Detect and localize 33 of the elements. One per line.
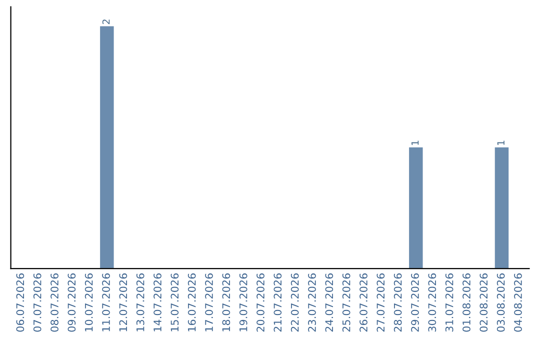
data-label: 1 xyxy=(412,140,419,145)
x-tick-label: 06.07.2026 xyxy=(16,273,24,332)
x-tick-label: 08.07.2026 xyxy=(50,273,58,332)
x-tick-label: 22.07.2026 xyxy=(290,273,299,332)
x-tick-label: 23.07.2026 xyxy=(308,273,316,332)
x-tick-label: 15.07.2026 xyxy=(170,273,179,332)
x-tick-label: 13.07.2026 xyxy=(136,273,144,332)
x-tick-label: 11.07.2026 xyxy=(102,273,110,332)
x-tick-label: 14.07.2026 xyxy=(154,273,162,332)
x-tick-label: 17.07.2026 xyxy=(205,273,213,332)
x-tick-label: 16.07.2026 xyxy=(188,273,196,332)
x-tick-label: 20.07.2026 xyxy=(256,273,264,332)
x-tick-label: 10.07.2026 xyxy=(84,273,93,332)
x-tick-label: 31.07.2026 xyxy=(445,273,454,332)
x-tick-label: 27.07.2026 xyxy=(376,273,385,332)
x-tick-label: 02.08.2026 xyxy=(480,273,488,332)
x-tick-label: 24.07.2026 xyxy=(325,273,334,332)
x-tick-label: 30.07.2026 xyxy=(428,273,436,332)
x-tick-label: 21.07.2026 xyxy=(274,273,282,332)
x-tick-label: 01.08.2026 xyxy=(462,273,470,332)
x-tick-label: 07.07.2026 xyxy=(33,273,42,332)
data-label: 1 xyxy=(497,140,504,145)
x-tick-label: 03.08.2026 xyxy=(496,273,505,332)
x-tick-label: 09.07.2026 xyxy=(68,273,76,332)
x-tick-label: 18.07.2026 xyxy=(222,273,230,332)
x-tick-label: 29.07.2026 xyxy=(411,273,419,332)
x-tick-label: 28.07.2026 xyxy=(394,273,402,332)
x-tick-label: 26.07.2026 xyxy=(360,273,368,332)
x-tick-label: 04.08.2026 xyxy=(514,273,522,332)
x-tick-label: 19.07.2026 xyxy=(239,273,248,332)
data-label: 2 xyxy=(102,20,110,24)
x-tick-label: 12.07.2026 xyxy=(119,273,128,332)
x-tick-label: 25.07.2026 xyxy=(342,273,350,332)
